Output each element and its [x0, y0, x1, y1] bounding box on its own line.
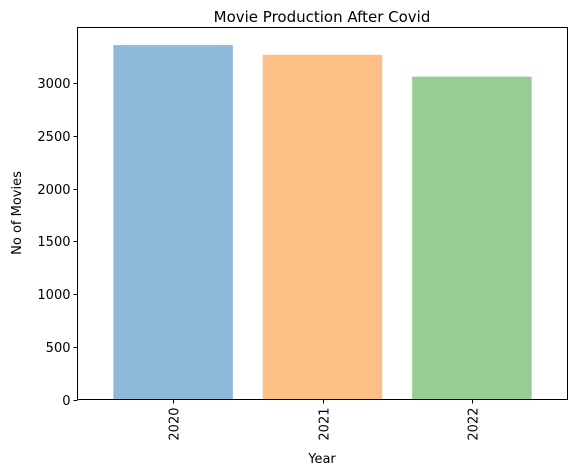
y-tick-label: 0	[62, 394, 70, 409]
bars-layer	[113, 45, 532, 400]
bar-2021	[262, 54, 383, 400]
y-tick-label: 1000	[37, 288, 70, 303]
x-axis-label: Year	[307, 452, 336, 467]
y-tick-label: 3000	[37, 77, 70, 92]
x-tick-label-2022: 2022	[467, 408, 482, 441]
x-tick-label-2020: 2020	[168, 408, 183, 441]
y-axis-ticks: 0 500 1000 1500 2000 2500 3000	[37, 77, 78, 409]
plot-frame	[77, 27, 568, 400]
y-tick-label: 1500	[37, 235, 70, 250]
x-axis-ticks: 2020 2021 2022	[168, 399, 482, 441]
y-axis-label: No of Movies	[10, 171, 25, 255]
y-tick-label: 500	[46, 341, 71, 356]
bar-2022	[412, 76, 532, 400]
y-tick-label: 2500	[37, 130, 70, 145]
bar-2020	[113, 45, 233, 400]
x-tick-label-2021: 2021	[318, 408, 333, 441]
y-tick-label: 2000	[37, 183, 70, 198]
chart-title: Movie Production After Covid	[214, 8, 431, 26]
